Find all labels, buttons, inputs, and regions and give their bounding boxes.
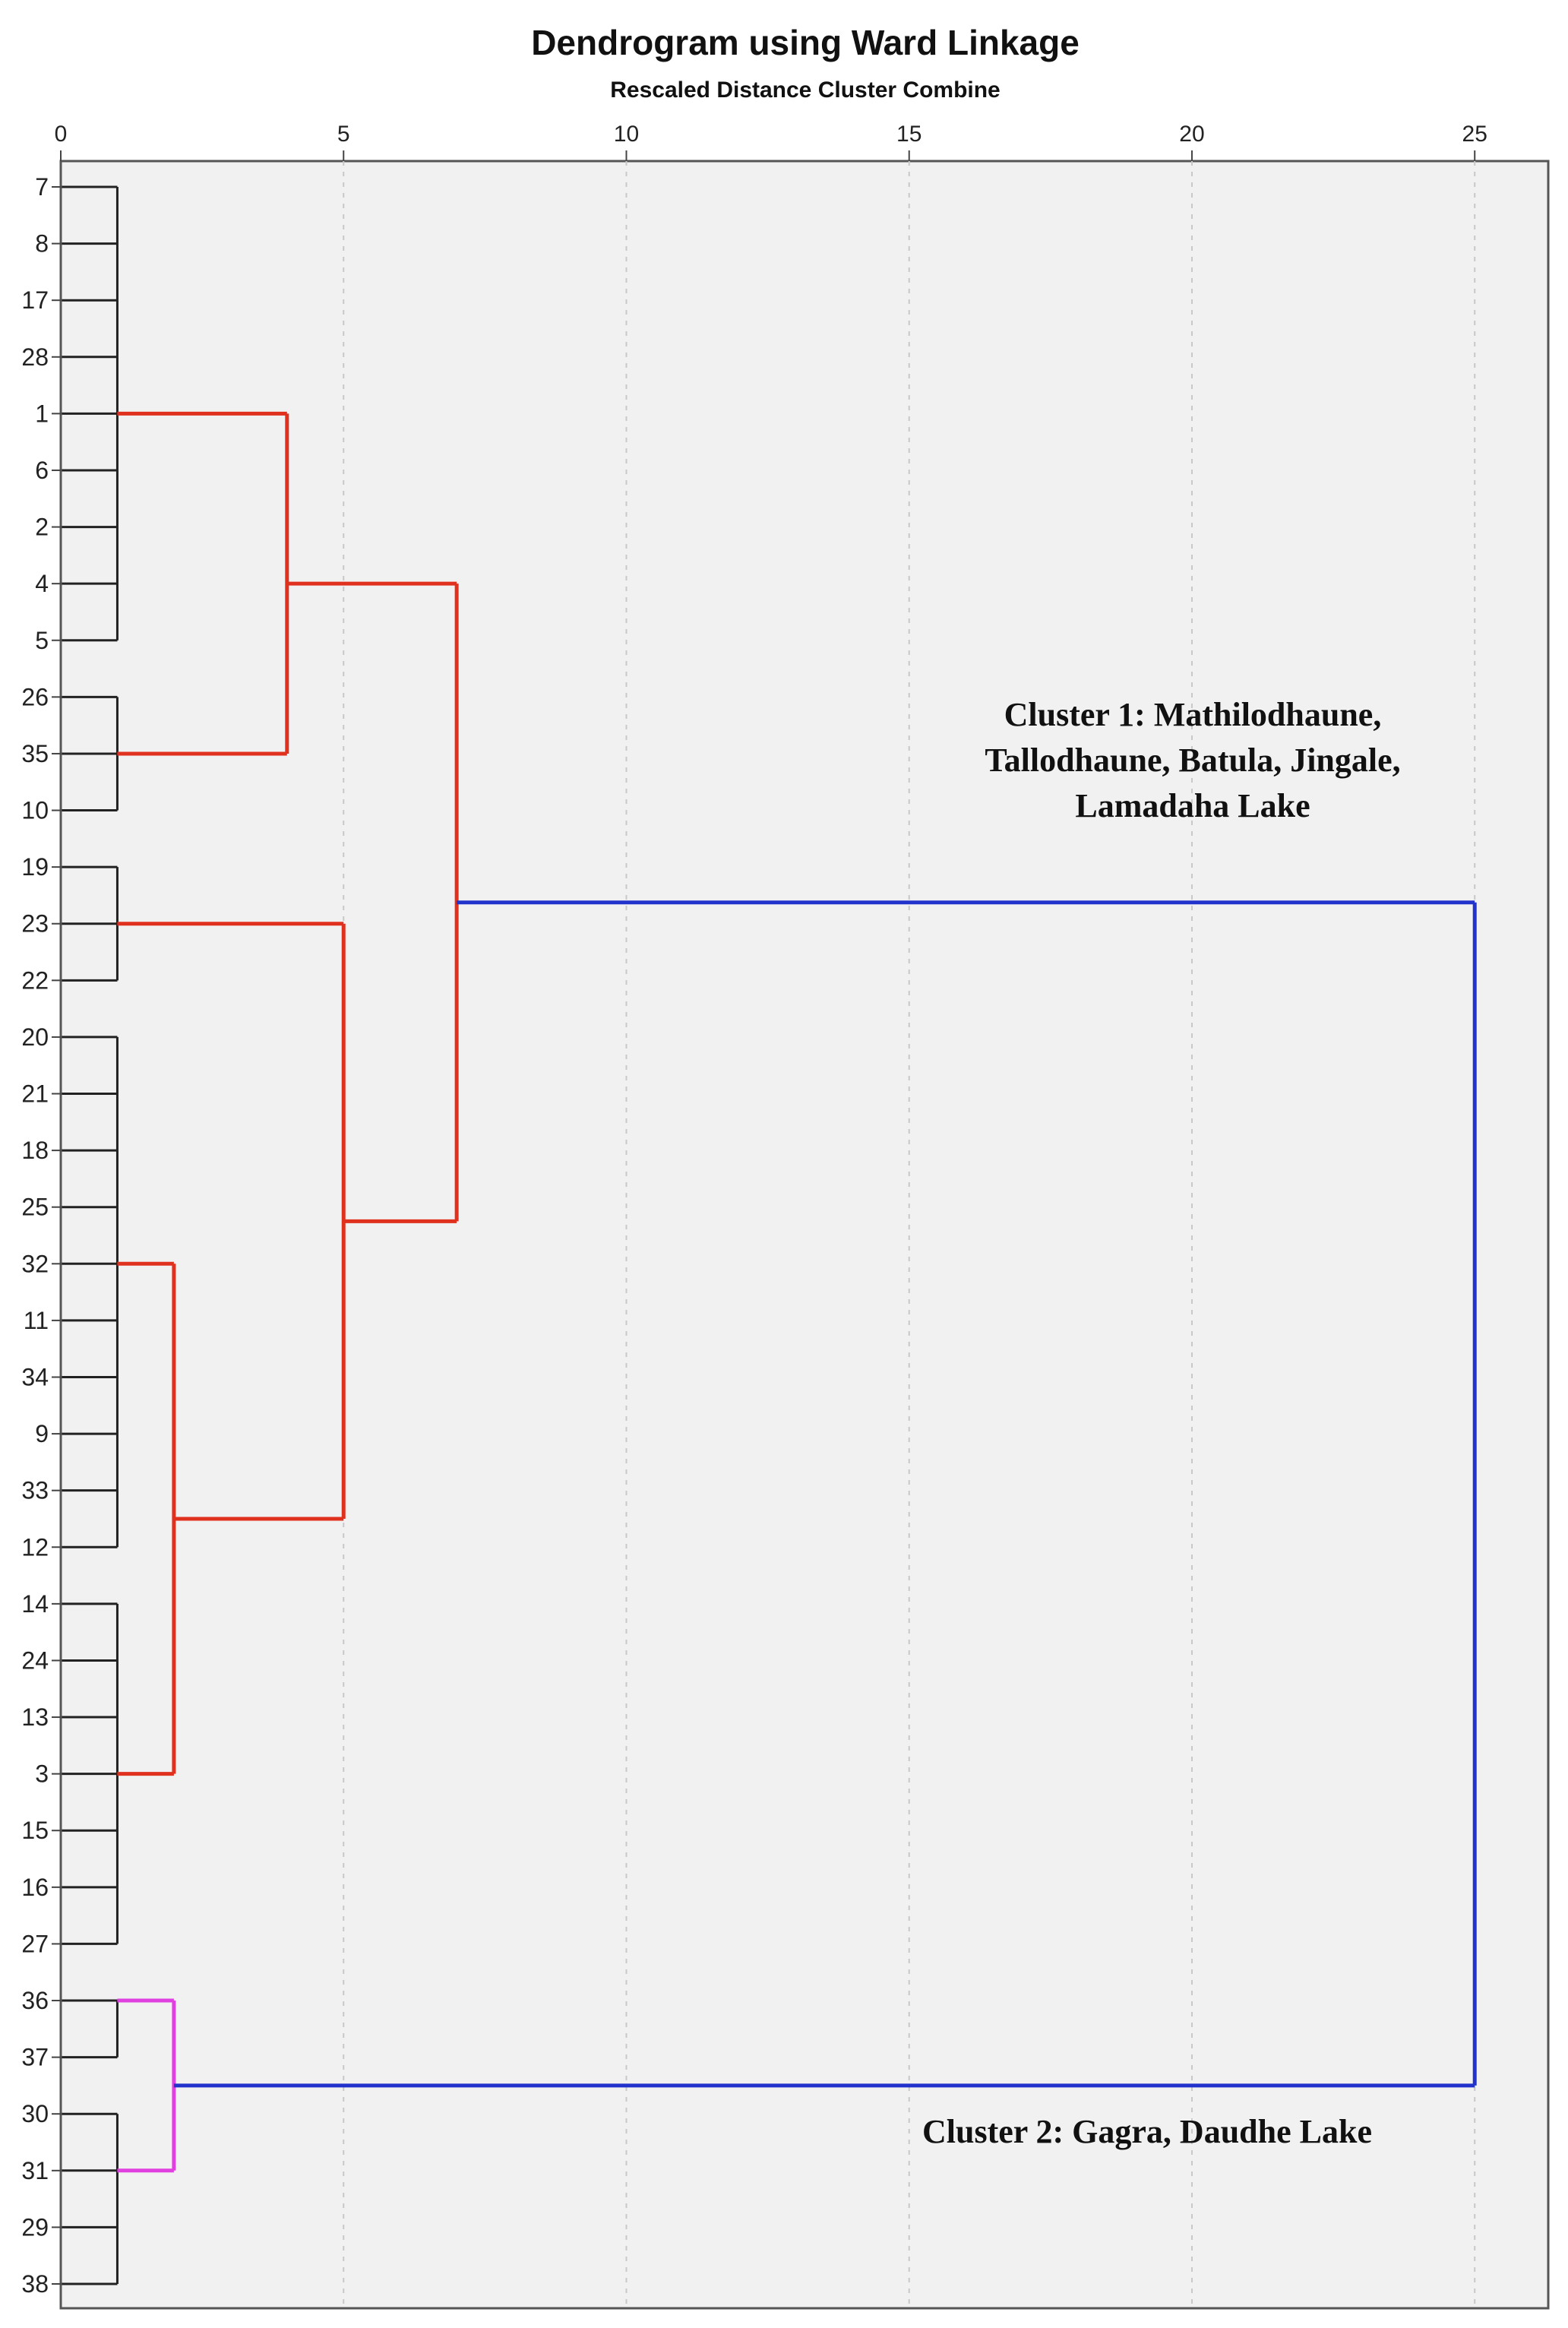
leaf-label-27: 27	[21, 1930, 49, 1957]
leaf-label-22: 22	[21, 966, 49, 994]
cluster-annotations: Cluster 1: Mathilodhaune, Tallodhaune, Ba…	[922, 696, 1401, 2150]
leaf-label-4: 4	[35, 570, 49, 597]
leaf-label-36: 36	[21, 1987, 49, 2014]
leaf-label-32: 32	[21, 1250, 49, 1277]
cluster-1-label-line-2: Tallodhaune, Batula, Jingale,	[985, 742, 1400, 779]
leaf-label-10: 10	[21, 797, 49, 824]
leaf-label-3: 3	[35, 1760, 49, 1788]
leaf-label-11: 11	[24, 1307, 49, 1334]
leaf-label-26: 26	[21, 683, 49, 710]
plot-area	[59, 160, 1550, 2310]
x-axis-label: Rescaled Distance Cluster Combine	[610, 77, 1001, 103]
x-axis-ticks: 0 5 10 15 20 25	[55, 122, 1487, 161]
leaf-label-9: 9	[35, 1420, 49, 1447]
cluster-1-label-line-3: Lamadaha Lake	[1075, 787, 1310, 824]
leaf-label-21: 21	[21, 1080, 49, 1108]
leaf-label-18: 18	[21, 1137, 49, 1164]
leaf-label-13: 13	[21, 1703, 49, 1731]
leaf-label-5: 5	[35, 627, 49, 654]
leaf-label-31: 31	[21, 2157, 49, 2184]
leaf-label-15: 15	[21, 1817, 49, 1844]
leaf-label-28: 28	[21, 343, 49, 371]
leaf-label-23: 23	[21, 910, 49, 938]
leaf-label-17: 17	[21, 286, 49, 314]
leaf-label-6: 6	[35, 457, 49, 484]
dendrogram-links	[62, 185, 1477, 2285]
tick-label-20: 20	[1179, 122, 1204, 147]
leaf-label-37: 37	[21, 2044, 49, 2071]
leaf-label-33: 33	[21, 1477, 49, 1504]
leaf-label-7: 7	[35, 173, 49, 201]
leaf-label-35: 35	[21, 740, 49, 767]
tick-label-15: 15	[896, 122, 922, 147]
cluster-2-label-line-1: Cluster 2: Gagra, Daudhe Lake	[922, 2113, 1372, 2150]
leaf-label-8: 8	[35, 230, 49, 258]
tick-label-0: 0	[55, 122, 68, 147]
chart-title: Dendrogram using Ward Linkage	[531, 23, 1080, 62]
leaf-label-14: 14	[21, 1590, 49, 1618]
leaf-label-1: 1	[35, 400, 49, 427]
cluster-1-label-line-1: Cluster 1: Mathilodhaune,	[1004, 696, 1382, 733]
leaf-label-34: 34	[21, 1363, 49, 1390]
leaf-label-24: 24	[21, 1646, 49, 1674]
leaf-label-20: 20	[21, 1023, 49, 1051]
leaf-label-38: 38	[21, 2270, 49, 2298]
leaf-label-30: 30	[21, 2100, 49, 2127]
leaf-label-2: 2	[35, 514, 49, 541]
tick-label-10: 10	[614, 122, 639, 147]
leaf-label-29: 29	[21, 2213, 49, 2241]
tick-label-25: 25	[1462, 122, 1487, 147]
leaf-label-12: 12	[21, 1533, 49, 1561]
leaf-label-25: 25	[21, 1194, 49, 1221]
leaf-label-19: 19	[21, 853, 49, 881]
leaf-label-16: 16	[21, 1874, 49, 1901]
tick-label-5: 5	[337, 122, 350, 147]
leaf-labels: 7817281624526351019232220211825321134933…	[21, 173, 61, 2298]
